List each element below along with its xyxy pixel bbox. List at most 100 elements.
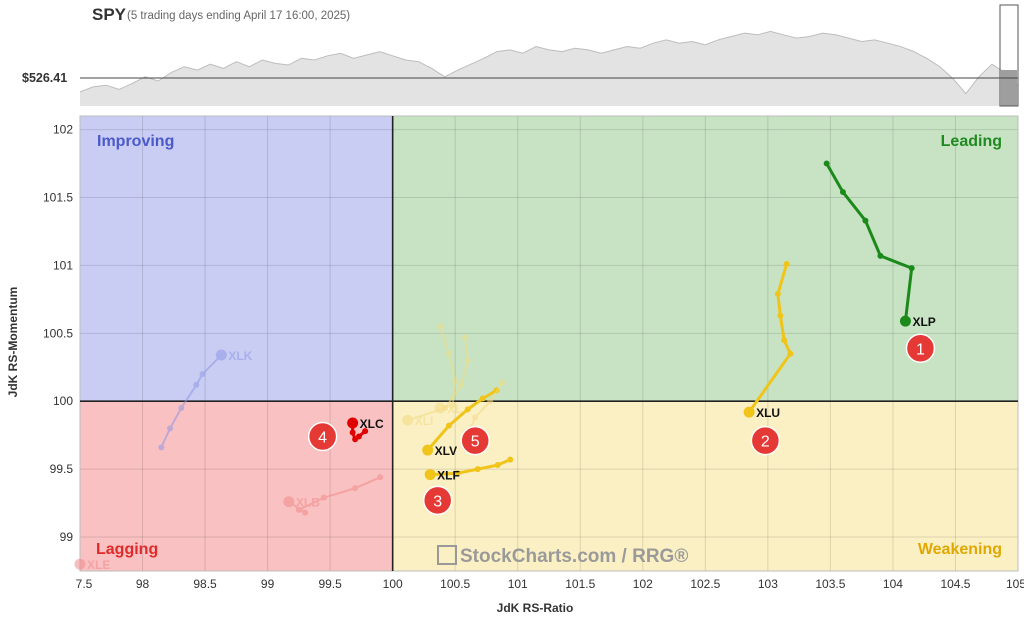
x-tick-label: 98.5 <box>193 577 217 591</box>
spy-area-series <box>79 30 1019 106</box>
tail-point <box>474 466 481 473</box>
badge-number: 4 <box>318 430 327 447</box>
tail-xlb: XLB <box>283 474 384 516</box>
spy-price-panel: SPY (5 trading days ending April 17 16:0… <box>22 4 1019 107</box>
tail-xly: XL <box>434 323 463 416</box>
tail-point <box>908 265 915 272</box>
x-tick-label: 7.5 <box>76 577 93 591</box>
tail-point <box>352 485 359 492</box>
y-tick-label: 99 <box>60 530 74 544</box>
badge-circle <box>307 421 338 452</box>
badge-number: 5 <box>471 434 480 451</box>
tail-head-point[interactable] <box>434 402 446 414</box>
plot-border <box>79 115 1019 572</box>
tail-point <box>823 160 830 167</box>
y-tick-label: 102 <box>53 123 73 137</box>
x-tick-label: 101.5 <box>565 577 595 591</box>
center-axes <box>80 116 1018 571</box>
weakening-label: Weakening <box>918 541 1002 558</box>
tail-label: XLF <box>437 469 460 483</box>
tail-point <box>472 414 479 421</box>
tail-label: XLE <box>87 558 110 572</box>
improving-label: Improving <box>97 133 174 150</box>
tail-line <box>160 354 223 448</box>
tail-label: XLK <box>228 349 252 363</box>
watermark-text: StockCharts.com / RRG® <box>460 546 688 567</box>
spy-area <box>80 31 1018 106</box>
y-tick-label: 101 <box>53 258 73 272</box>
tail-point <box>377 474 384 481</box>
lagging-quadrant <box>80 401 393 571</box>
tail-xli: XLI <box>402 334 471 428</box>
spy-range-selector[interactable] <box>999 4 1019 107</box>
x-tick-label: 104.5 <box>940 577 970 591</box>
badge-5: 5 <box>460 425 490 456</box>
spy-subtitle: (5 trading days ending April 17 16:00, 2… <box>127 10 350 22</box>
tail-point <box>462 334 469 341</box>
y-tick-label: 100.5 <box>43 326 73 340</box>
tail-point <box>158 444 165 451</box>
tail-xlk: XLK <box>158 349 253 451</box>
tail-point <box>302 509 309 516</box>
tail-point <box>839 189 846 196</box>
tail-point <box>167 425 174 432</box>
tail-point <box>507 456 514 463</box>
tail-point <box>449 402 456 409</box>
tail-point <box>774 290 781 297</box>
spy-selected-range <box>1001 70 1017 106</box>
grid-lines <box>79 115 1019 572</box>
badge-4: 4 <box>307 421 338 452</box>
tail-point <box>178 405 185 412</box>
tail-label: XLI <box>415 414 434 428</box>
tail-point <box>320 494 327 501</box>
tail-point <box>452 377 459 384</box>
tail-xlp: XLP <box>823 160 936 329</box>
tail-head-point[interactable] <box>74 558 86 570</box>
tail-point <box>437 323 444 330</box>
x-tick-label: 98 <box>136 577 150 591</box>
tail-point <box>877 252 884 259</box>
tail-head-point[interactable] <box>424 469 436 481</box>
annotation-badges: 1 2 3 4 5 <box>307 333 936 516</box>
y-tick-label: 101.5 <box>43 190 73 204</box>
x-tick-label: 104 <box>883 577 903 591</box>
tail-point <box>454 470 461 477</box>
x-tick-label: 103.5 <box>815 577 845 591</box>
x-tick-label: 102 <box>633 577 653 591</box>
tail-label: XLC <box>360 417 384 431</box>
tail-label: XLV <box>435 444 457 458</box>
tail-point <box>494 462 501 469</box>
tail-head-point[interactable] <box>899 315 911 327</box>
tail-line <box>825 162 914 322</box>
tail-head-point[interactable] <box>347 417 359 429</box>
x-tick-label: 100 <box>383 577 403 591</box>
y-axis-label: JdK RS-Momentum <box>6 287 20 398</box>
lagging-label: Lagging <box>96 541 158 558</box>
tail-point <box>458 381 465 388</box>
tail-point <box>787 350 794 357</box>
tail-head-point[interactable] <box>402 414 414 426</box>
tail-line <box>747 263 792 413</box>
x-tick-label: 103 <box>758 577 778 591</box>
stockcharts-logo-icon <box>437 545 457 565</box>
tail-point <box>464 357 471 364</box>
y-tick-labels: 99 99.5 100 100.5 101 101.5 102 <box>43 123 73 544</box>
tail-point <box>352 436 359 443</box>
tail-point <box>295 506 302 513</box>
tail-head-point[interactable] <box>743 406 755 418</box>
tail-head-point[interactable] <box>422 444 434 456</box>
tail-point <box>464 406 471 413</box>
tail-point <box>199 371 206 378</box>
x-tick-label: 105 <box>1006 577 1024 591</box>
tail-point <box>193 381 200 388</box>
tail-point <box>487 398 494 405</box>
tail-head-point[interactable] <box>283 496 295 508</box>
tail-label: XLU <box>756 406 780 420</box>
tail-head-point[interactable] <box>215 349 227 361</box>
quadrant-backgrounds <box>80 116 1019 571</box>
badge-number: 3 <box>433 493 442 510</box>
badge-1: 1 <box>905 333 936 364</box>
y-tick-label: 99.5 <box>50 462 74 476</box>
